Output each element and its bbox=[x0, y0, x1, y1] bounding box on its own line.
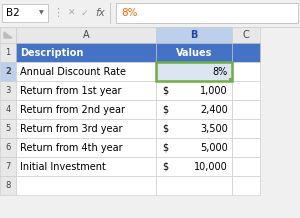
Text: Return from 4th year: Return from 4th year bbox=[20, 143, 123, 153]
Bar bbox=[156, 62, 232, 81]
Bar bbox=[0, 0, 300, 26]
Bar bbox=[16, 119, 156, 138]
Bar bbox=[156, 138, 232, 157]
Bar bbox=[232, 157, 260, 176]
Bar bbox=[156, 176, 232, 195]
Bar bbox=[16, 176, 156, 195]
Bar bbox=[116, 3, 298, 23]
Bar bbox=[232, 43, 260, 62]
Bar bbox=[156, 119, 232, 138]
Bar bbox=[0, 157, 16, 176]
Text: 5: 5 bbox=[5, 124, 10, 133]
Bar bbox=[156, 43, 232, 62]
Text: ▼: ▼ bbox=[39, 10, 44, 15]
Text: 1,000: 1,000 bbox=[200, 85, 228, 95]
Bar bbox=[0, 27, 16, 43]
Text: B: B bbox=[190, 30, 198, 40]
Bar bbox=[16, 43, 156, 62]
Bar bbox=[0, 100, 16, 119]
Bar bbox=[16, 27, 156, 43]
Text: ✕: ✕ bbox=[68, 9, 76, 17]
Bar bbox=[0, 62, 16, 81]
Bar bbox=[0, 176, 16, 195]
Text: 1: 1 bbox=[5, 48, 10, 57]
Bar bbox=[0, 81, 16, 100]
Text: Initial Investment: Initial Investment bbox=[20, 162, 106, 172]
Text: $: $ bbox=[162, 124, 168, 133]
Polygon shape bbox=[4, 32, 12, 38]
Text: Annual Discount Rate: Annual Discount Rate bbox=[20, 66, 126, 77]
Bar bbox=[0, 119, 16, 138]
Bar bbox=[229, 78, 233, 82]
Bar bbox=[156, 62, 232, 81]
Bar bbox=[0, 138, 16, 157]
Bar bbox=[232, 176, 260, 195]
Text: 8%: 8% bbox=[213, 66, 228, 77]
Bar bbox=[232, 100, 260, 119]
Bar bbox=[16, 81, 156, 100]
Text: Description: Description bbox=[20, 48, 83, 58]
Text: $: $ bbox=[162, 85, 168, 95]
Text: 3: 3 bbox=[5, 86, 11, 95]
Bar bbox=[16, 138, 156, 157]
Text: 8: 8 bbox=[5, 181, 11, 190]
Text: 7: 7 bbox=[5, 162, 11, 171]
Text: 2,400: 2,400 bbox=[200, 104, 228, 114]
Text: $: $ bbox=[162, 104, 168, 114]
Text: Return from 1st year: Return from 1st year bbox=[20, 85, 122, 95]
Text: Return from 2nd year: Return from 2nd year bbox=[20, 104, 125, 114]
Bar bbox=[16, 62, 156, 81]
Text: fx: fx bbox=[95, 8, 105, 18]
Bar bbox=[156, 81, 232, 100]
Bar bbox=[16, 100, 156, 119]
Text: ✓: ✓ bbox=[80, 9, 88, 17]
Bar bbox=[0, 43, 16, 62]
Bar bbox=[232, 81, 260, 100]
Text: 8%: 8% bbox=[121, 8, 137, 18]
Text: 10,000: 10,000 bbox=[194, 162, 228, 172]
Text: Return from 3rd year: Return from 3rd year bbox=[20, 124, 122, 133]
Text: Values: Values bbox=[176, 48, 212, 58]
Text: 4: 4 bbox=[5, 105, 10, 114]
Bar bbox=[232, 27, 260, 43]
Text: $: $ bbox=[162, 143, 168, 153]
Bar bbox=[156, 27, 232, 43]
Bar bbox=[156, 157, 232, 176]
Text: ⋮: ⋮ bbox=[52, 8, 64, 18]
Text: B2: B2 bbox=[6, 8, 20, 18]
Bar bbox=[232, 119, 260, 138]
Bar bbox=[232, 62, 260, 81]
Text: A: A bbox=[83, 30, 89, 40]
Bar bbox=[2, 4, 48, 22]
Text: C: C bbox=[243, 30, 249, 40]
Text: 3,500: 3,500 bbox=[200, 124, 228, 133]
Text: 2: 2 bbox=[5, 67, 11, 76]
Bar bbox=[232, 138, 260, 157]
Text: $: $ bbox=[162, 162, 168, 172]
Text: 5,000: 5,000 bbox=[200, 143, 228, 153]
Bar bbox=[16, 157, 156, 176]
Bar bbox=[156, 100, 232, 119]
Text: 6: 6 bbox=[5, 143, 11, 152]
